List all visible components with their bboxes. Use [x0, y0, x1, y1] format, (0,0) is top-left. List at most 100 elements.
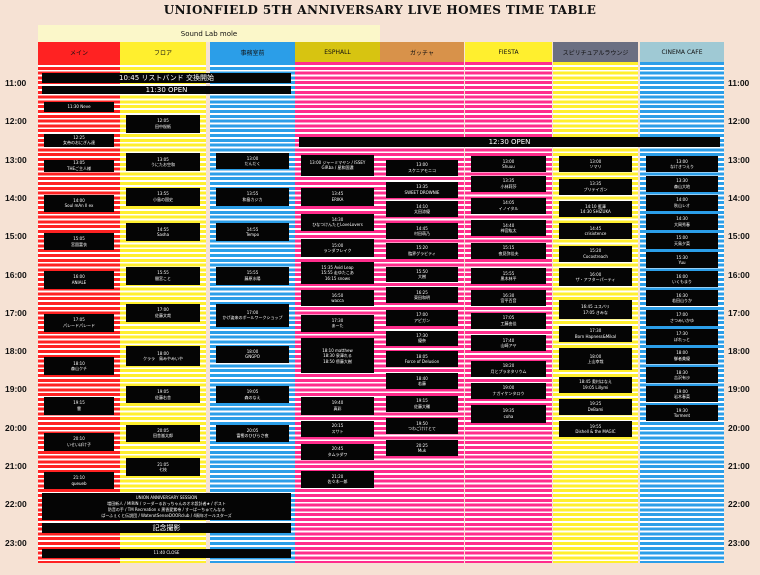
performance-slot[interactable]: 13:55 小島の国史 — [126, 188, 200, 206]
performance-slot[interactable]: 17:40 山崎アヤ — [471, 335, 546, 352]
performance-slot[interactable]: 13:45 ERIKA — [301, 188, 374, 206]
performance-slot[interactable]: 17:00 さつみいかゆ — [646, 309, 718, 326]
performance-slot[interactable]: 16:50 wacca — [301, 290, 374, 307]
performance-slot[interactable]: 21:05 七枝 — [126, 458, 200, 477]
performance-slot[interactable]: 17:30 優奈 — [386, 330, 458, 346]
performance-slot[interactable]: 15:50 大樹 — [386, 266, 458, 283]
performance-slot[interactable]: 15:20 Cocostreach — [559, 245, 632, 262]
performance-slot[interactable]: 13:35 プリテイガン — [559, 178, 632, 195]
performance-slot[interactable]: 13:35 小林莉莎 — [471, 175, 546, 192]
performance-slot[interactable]: 19:55 Dishell & the MAGIC — [559, 421, 632, 438]
performance-slot[interactable]: 19:50 つわごけけとて — [386, 418, 458, 435]
performance-slot[interactable]: 13:00 なけきつえり — [646, 156, 718, 173]
performance-slot[interactable]: 16:25 東田和明 — [386, 287, 458, 304]
performance-slot[interactable]: 20:05 富樫のひびらさ夜 — [216, 424, 289, 442]
performance-slot[interactable]: 20:15 スサト — [301, 421, 374, 437]
performance-slot[interactable]: 15:35 Avid Leap 15:55 走ゆたこあ 16:15 snows — [301, 261, 374, 285]
performance-slot[interactable]: 17:30 ぽれっと — [646, 328, 718, 345]
performance-slot[interactable]: 16:30 若田山りか — [646, 290, 718, 307]
performance-slot[interactable]: 15:30 Yuu — [646, 252, 718, 269]
performance-slot[interactable]: 15:55 黒木林平 — [471, 268, 546, 285]
performance-slot[interactable]: 17:05 工藤由佳 — [471, 312, 546, 329]
performance-slot[interactable]: 17:00 かげ姿来のボールワークショップ — [216, 303, 289, 327]
banner-session: UNION ANNIVERSARY SESSION 増田新人 / MIRIN / … — [42, 492, 291, 521]
performance-slot[interactable]: 14:45 crisixtence — [559, 223, 632, 240]
performance-slot[interactable]: 14:10 藍澤 14:30 SHIZUKA — [559, 201, 632, 218]
performance-slot[interactable]: 14:30 大岡秀春 — [646, 213, 718, 230]
performance-slot[interactable]: 19:15 佐藤大輔 — [386, 395, 458, 412]
performance-slot[interactable]: 18:00 上山幸哉 — [559, 347, 632, 371]
performance-slot[interactable]: 19:00 ナガイケンタロウ — [471, 383, 546, 399]
performance-slot[interactable]: 14:05 イノイタル — [471, 197, 546, 214]
performance-slot[interactable]: 16:30 宮平百音 — [471, 290, 546, 307]
performance-slot[interactable]: 15:00 ランダフレイク — [301, 239, 374, 257]
performance-slot[interactable]: 14:45 村田萌乃 — [386, 223, 458, 240]
performance-slot[interactable]: 12:05 田中桜紙 — [126, 114, 200, 133]
performance-slot[interactable]: 13:00 ソマリ — [559, 156, 632, 173]
performance-slot[interactable]: 20:45 タムラダワ — [301, 443, 374, 460]
performance-slot[interactable]: 13:00 Shuuu — [471, 156, 546, 173]
performance-slot[interactable]: 18:10 matthew 18:30 泉澤れる 18:50 傍藤大樹 — [301, 338, 374, 374]
performance-slot[interactable]: 15:05 宮園富衣 — [44, 233, 114, 251]
performance-slot[interactable]: 18:00 クララ 鳥みやみいや — [126, 345, 200, 367]
performance-slot[interactable]: 18:40 若藤 — [386, 373, 458, 390]
performance-slot[interactable]: 15:20 臨界グラビティ — [386, 242, 458, 260]
performance-slot[interactable]: 16:45 ユスバリ 17:05 きみな — [559, 300, 632, 320]
performance-slot[interactable]: 19:30 Torment — [646, 405, 718, 422]
performance-slot[interactable]: 13:55 和島カジカ — [216, 188, 289, 206]
performance-slot[interactable]: 14:30 ひなつけんたとLoveLovers — [301, 213, 374, 232]
performance-slot[interactable]: 19:40 真彩 — [301, 397, 374, 415]
performance-slot[interactable]: 13:05 THEご主人様 — [44, 159, 114, 173]
performance-slot[interactable]: 14:00 秋山レオ — [646, 194, 718, 211]
performance-slot[interactable]: 18:45 奥村はなえ 19:05 Lillymi — [559, 376, 632, 393]
performance-slot[interactable]: 14:55 Sasha — [126, 223, 200, 242]
performance-slot[interactable]: 14:10 太田涼優 — [386, 201, 458, 218]
performance-slot[interactable]: 20:25 Muk — [386, 440, 458, 457]
performance-slot[interactable]: 16:00 ザ・アフターパーティ — [559, 268, 632, 286]
performance-slot[interactable]: 14:00 Soul mAn II ex — [44, 194, 114, 212]
stage-header-spiritual: スピリチュアルラウンジ — [553, 42, 638, 62]
performance-slot[interactable]: 15:00 天鳥夕菜 — [646, 233, 718, 249]
performance-slot[interactable]: 16:00 ANIALE — [44, 271, 114, 289]
performance-slot[interactable]: 18:05 Force of Delusion — [386, 351, 458, 368]
performance-slot[interactable]: 18:30 吉沢有沙 — [646, 367, 718, 383]
performance-slot[interactable]: 20:10 いせいぽけ子 — [44, 432, 114, 451]
performance-slot[interactable]: 19:05 佐藤右舎 — [126, 386, 200, 404]
performance-slot[interactable]: 15:55 間宮こと — [126, 266, 200, 285]
performance-slot[interactable]: 17:30 あーた — [301, 314, 374, 332]
performance-slot[interactable]: 14:55 Tempo — [216, 223, 289, 242]
performance-slot[interactable]: 19:15 雲 — [44, 397, 114, 415]
performance-slot[interactable]: 16:00 いくもまり — [646, 271, 718, 288]
performance-slot[interactable]: 18:20 月とプラネタリウム — [471, 360, 546, 377]
performance-slot[interactable]: 19:00 岩木春菜 — [646, 386, 718, 403]
performance-slot[interactable]: 13:00 スケニアモニコ — [386, 159, 458, 176]
performance-slot[interactable]: 11:30 Neve — [44, 102, 114, 113]
performance-slot[interactable]: 15:15 夜見弥佳夫 — [471, 242, 546, 260]
performance-slot[interactable]: 14:40 柿宮紘太 — [471, 220, 546, 237]
performance-slot[interactable]: 21:10 queueb — [44, 472, 114, 489]
performance-slot[interactable]: 17:30 Born Hapness&Mikal — [559, 325, 632, 342]
performance-slot[interactable]: 18:00 御者美優 — [646, 347, 718, 364]
performance-slot[interactable]: 17:05 パレードパレード — [44, 314, 114, 332]
time-label-left: 13:00 — [5, 154, 27, 165]
performance-slot[interactable]: 18:00 GNGPO — [216, 345, 289, 363]
performance-slot[interactable]: 18:10 森山クチ — [44, 357, 114, 375]
performance-slot[interactable]: 19:25 DeBami — [559, 398, 632, 415]
performance-slot[interactable]: 13:00 だんだく — [216, 153, 289, 170]
performance-slot[interactable]: 13:05 うにたお空和 — [126, 153, 200, 172]
performance-slot[interactable]: 17:00 佐藤文哉 — [126, 303, 200, 322]
performance-slot[interactable]: 13:30 森山大地 — [646, 175, 718, 192]
performance-slot[interactable]: 20:05 田舎嵐太郎 — [126, 424, 200, 442]
performance-slot[interactable]: 19:35 coha — [471, 405, 546, 423]
time-label-left: 16:00 — [5, 269, 27, 280]
performance-slot[interactable]: 13:00 ジャーミマヤン / ISSEY GIRba / 星和国濃 — [301, 155, 374, 176]
performance-slot[interactable]: 21:20 佐々木一郎 — [301, 471, 374, 488]
time-label-right: 14:00 — [728, 192, 750, 203]
stage-header-gacha: ガッチャ — [380, 42, 464, 62]
performance-slot[interactable]: 17:00 アピガン — [386, 309, 458, 326]
performance-slot[interactable]: 19:05 森のなえ — [216, 386, 289, 404]
performance-slot[interactable]: 15:55 藤原水陽 — [216, 266, 289, 285]
performance-slot[interactable]: 13:35 SWEET DROWNIE — [386, 181, 458, 198]
performance-slot[interactable]: 12:25 女帝のおにぎん達 — [44, 134, 114, 147]
time-label-left: 23:00 — [5, 537, 27, 548]
